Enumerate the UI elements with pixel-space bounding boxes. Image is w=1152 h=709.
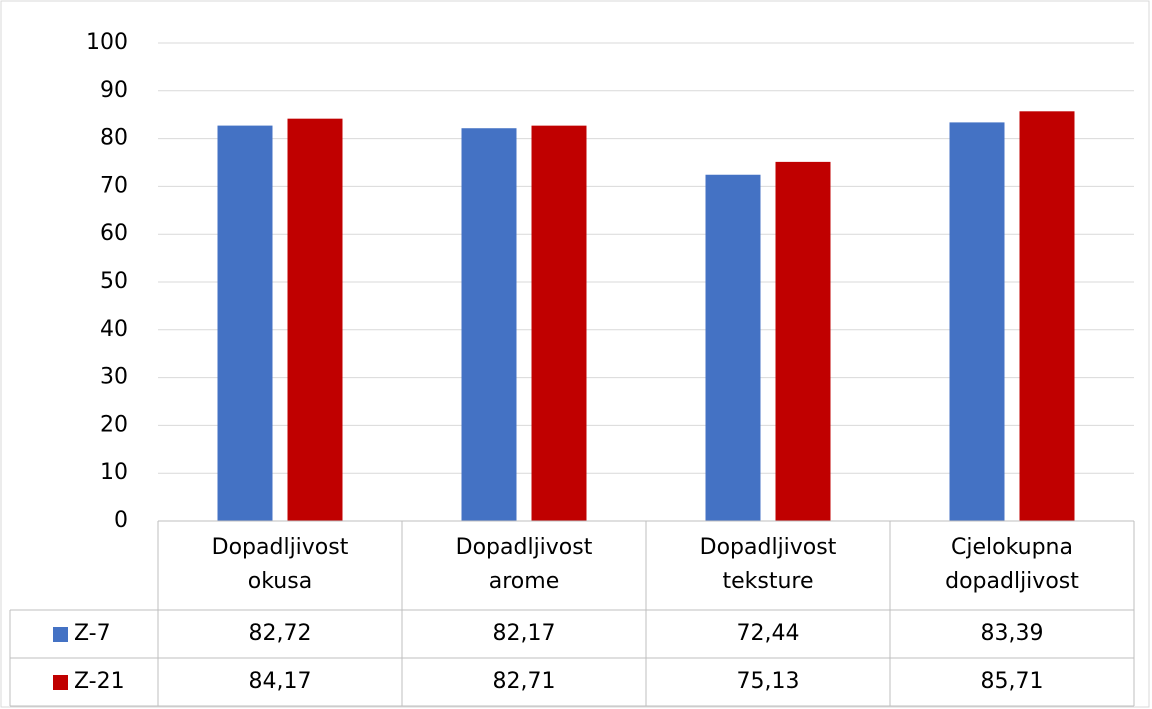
legend-label: Z-7	[74, 621, 111, 646]
data-label: 85,71	[981, 669, 1044, 694]
legend-key	[53, 627, 68, 642]
y-tick-label: 100	[86, 30, 128, 55]
y-tick-label: 30	[100, 365, 128, 390]
bar	[461, 128, 517, 521]
y-tick-label: 20	[100, 412, 128, 437]
bar	[217, 125, 273, 522]
bar	[531, 125, 587, 521]
legend-key	[53, 675, 68, 690]
bar	[949, 122, 1005, 521]
bar	[287, 118, 343, 522]
category-label: Cjelokupna dopadljivost	[945, 535, 1079, 594]
bar	[1019, 111, 1075, 521]
bar	[705, 174, 761, 521]
y-tick-label: 70	[100, 173, 128, 198]
y-tick-label: 0	[114, 508, 128, 533]
data-label: 83,39	[981, 621, 1044, 646]
data-label: 82,71	[493, 669, 556, 694]
data-label: 82,17	[493, 621, 556, 646]
y-tick-label: 10	[100, 460, 128, 485]
legend-label: Z-21	[74, 669, 125, 694]
category-label: Dopadljivost arome	[455, 535, 593, 594]
y-tick-label: 80	[100, 126, 128, 151]
data-label: 82,72	[249, 621, 312, 646]
category-label: Dopadljivost okusa	[211, 535, 349, 594]
y-tick-label: 40	[100, 317, 128, 342]
category-label: Dopadljivost teksture	[699, 535, 837, 594]
bar	[775, 161, 831, 521]
y-tick-label: 60	[100, 221, 128, 246]
y-tick-label: 50	[100, 269, 128, 294]
data-label: 72,44	[737, 621, 800, 646]
data-label: 84,17	[249, 669, 312, 694]
data-label: 75,13	[737, 669, 800, 694]
y-tick-label: 90	[100, 78, 128, 103]
